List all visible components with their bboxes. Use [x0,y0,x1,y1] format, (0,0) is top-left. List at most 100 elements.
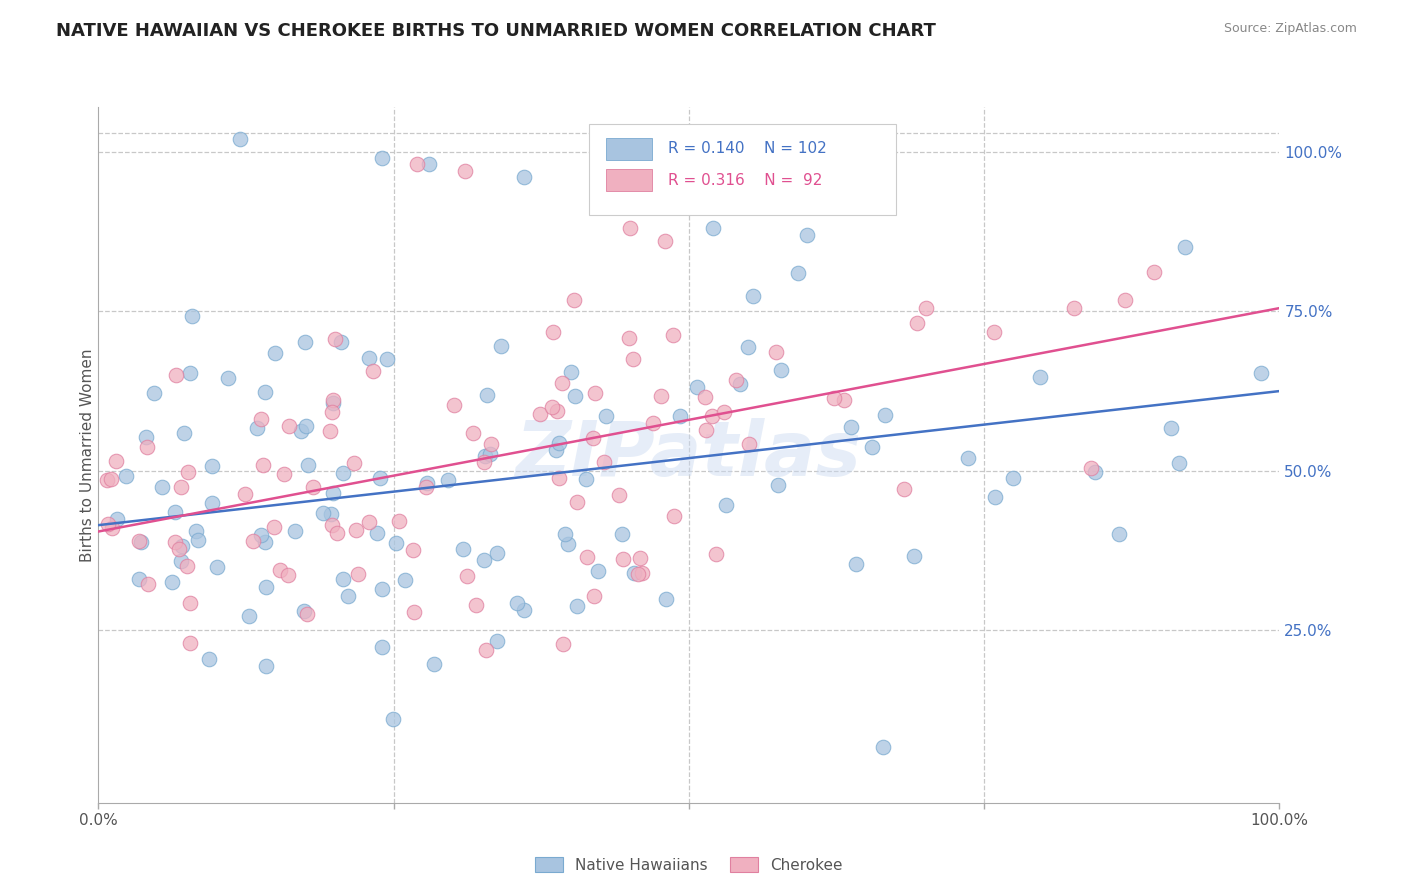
Point [254,659,277,673]
Point [984,490,1007,504]
Point [443,398,465,412]
Point [893,482,915,496]
Point [875,408,897,422]
Point [1160,421,1182,435]
Point [173,426,195,441]
Point [323,332,346,346]
Point [1174,240,1197,254]
Point [179,636,201,650]
Point [453,164,475,178]
Point [437,473,460,487]
Point [329,334,352,349]
Point [105,512,128,526]
Point [292,604,315,618]
Point [619,221,641,235]
Point [131,534,153,549]
Text: R = 0.316    N =  92: R = 0.316 N = 92 [668,172,823,187]
Point [252,458,274,472]
Point [551,376,574,390]
Point [489,339,512,353]
Point [905,316,928,330]
Point [465,599,488,613]
Point [463,425,485,440]
Point [163,505,186,519]
Point [284,524,307,539]
Point [100,521,122,535]
Point [1114,293,1136,307]
Point [541,325,564,339]
Point [150,480,173,494]
Point [513,603,536,617]
Point [361,363,384,377]
Point [269,563,291,577]
Point [738,437,761,451]
Point [474,455,496,469]
Point [382,712,405,726]
Point [547,471,569,485]
Point [176,559,198,574]
Point [319,425,342,439]
Point [273,467,295,481]
Point [332,572,354,586]
Point [246,421,269,435]
Point [295,419,318,434]
Point [541,401,564,415]
Point [702,409,724,423]
Point [554,527,576,541]
Point [477,388,499,402]
Point [612,552,634,566]
Point [766,478,789,492]
Point [1250,366,1272,380]
Point [506,596,529,610]
Point [787,267,810,281]
Point [650,389,672,403]
Point [610,527,633,541]
Point [621,351,644,366]
Point [295,607,318,621]
Point [654,234,676,248]
Point [135,430,157,444]
Point [770,362,793,376]
Point [254,580,277,594]
Point [529,408,551,422]
Point [860,440,883,454]
Point [233,487,256,501]
Point [557,537,579,551]
Point [187,533,209,548]
Point [479,437,502,451]
Point [302,480,325,494]
Point [914,301,936,315]
Point [475,643,498,657]
Point [823,391,845,405]
Point [1028,370,1050,384]
Point [560,366,582,380]
Point [370,640,392,654]
Point [451,541,474,556]
Point [741,289,763,303]
Point [198,652,221,666]
Point [730,377,752,392]
Point [593,455,616,469]
Point [254,385,277,400]
Point [725,373,748,387]
Point [582,431,605,445]
Point [366,525,388,540]
Point [565,494,588,508]
Point [485,546,508,560]
Point [551,637,574,651]
Point [662,327,685,342]
Point [290,424,312,438]
Point [617,331,640,345]
Point [162,574,184,589]
Point [765,344,787,359]
Point [169,541,191,556]
Point [388,515,411,529]
Point [1084,465,1107,479]
Point [104,454,127,468]
Point [394,573,416,587]
Point [406,157,429,171]
Point [546,443,568,458]
Point [115,469,138,483]
Point [472,552,495,566]
Point [170,480,193,494]
